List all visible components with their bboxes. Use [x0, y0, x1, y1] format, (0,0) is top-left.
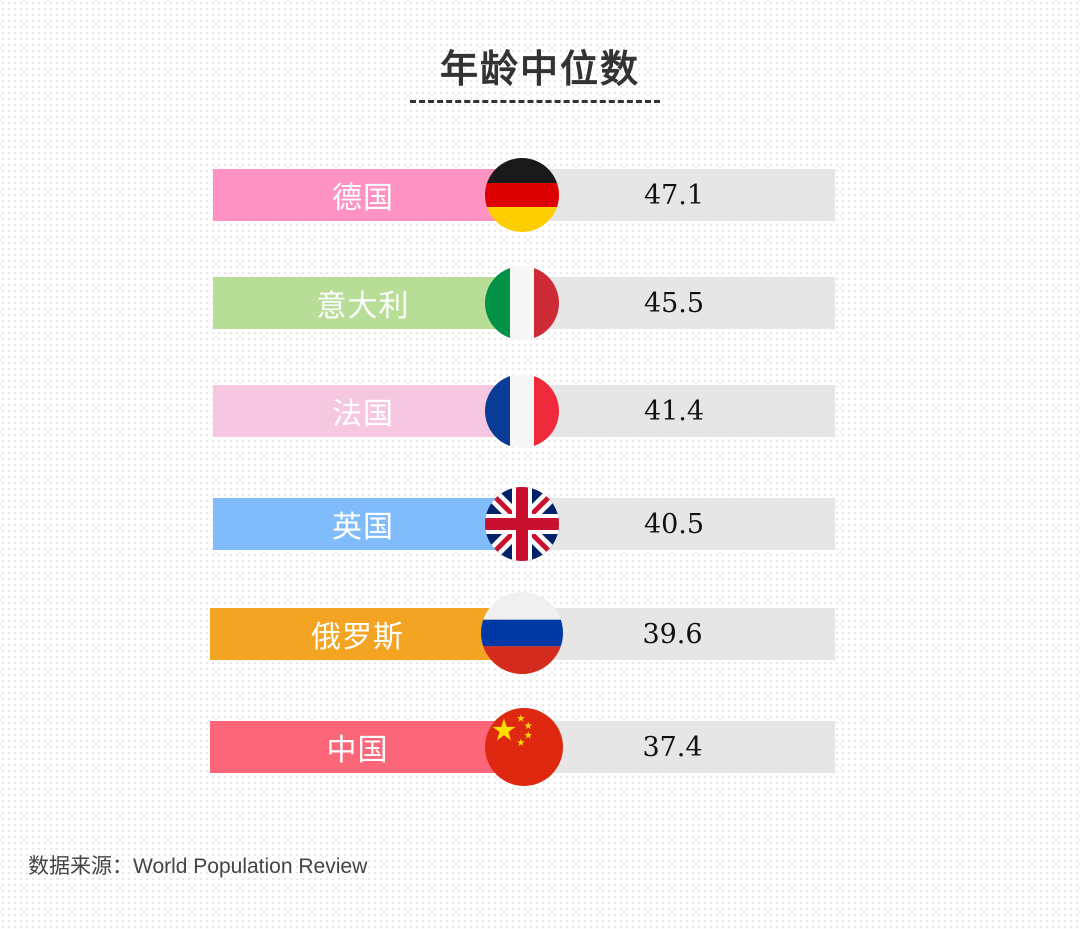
title-dashed-underline: [410, 100, 660, 103]
country-label: 德国: [213, 169, 513, 221]
country-label: 法国: [213, 385, 513, 437]
value-label: 47.1: [513, 169, 835, 221]
source-note: 数据来源：World Population Review: [28, 855, 368, 878]
country-label: 中国: [210, 721, 505, 773]
uk-flag-icon: [485, 487, 559, 561]
chart-title: 年龄中位数: [439, 47, 640, 91]
russia-flag-icon: [481, 592, 563, 674]
country-label: 俄罗斯: [210, 608, 505, 660]
value-label: 45.5: [513, 277, 835, 329]
table-row: 英国 40.5: [213, 487, 835, 561]
table-row: 法国 41.4: [213, 374, 835, 448]
value-label: 37.4: [510, 721, 835, 773]
table-row: 意大利 45.5: [213, 266, 835, 340]
italy-flag-icon: [485, 266, 559, 340]
value-label: 39.6: [510, 608, 835, 660]
table-row: 德国 47.1: [213, 158, 835, 232]
country-label: 意大利: [213, 277, 513, 329]
table-row: 中国 37.4: [210, 708, 835, 786]
value-label: 41.4: [513, 385, 835, 437]
table-row: 俄罗斯 39.6: [210, 592, 835, 674]
china-flag-icon: [485, 708, 563, 786]
value-label: 40.5: [513, 498, 835, 550]
france-flag-icon: [485, 374, 559, 448]
country-label: 英国: [213, 498, 513, 550]
germany-flag-icon: [485, 158, 559, 232]
